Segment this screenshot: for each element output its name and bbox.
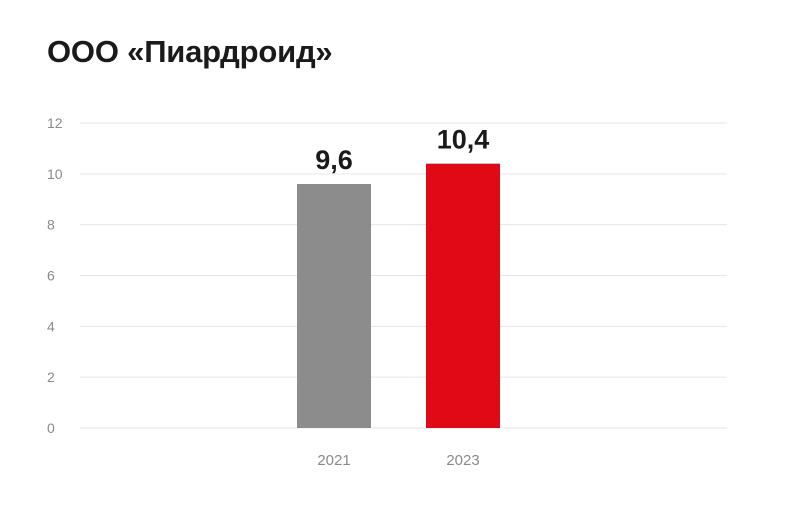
y-axis-ticks: 0 2 4 6 8 10 12 [47,115,63,436]
data-label-2023: 10,4 [437,125,490,155]
y-tick-label-10: 10 [47,166,63,182]
y-tick-label-0: 0 [47,420,55,436]
x-tick-label-2023: 2023 [446,452,479,469]
grid-layer [80,122,727,429]
bar-2023 [426,163,500,428]
y-tick-label-4: 4 [47,318,55,334]
y-tick-label-8: 8 [47,217,55,233]
bar-2021 [297,184,371,428]
data-label-2021: 9,6 [315,145,353,175]
data-labels: 9,6 10,4 [315,125,489,175]
x-axis-categories: 2021 2023 [317,452,479,469]
y-tick-label-6: 6 [47,268,55,284]
bars [297,163,500,428]
y-tick-label-2: 2 [47,369,55,385]
x-tick-label-2021: 2021 [317,452,350,469]
chart-title: ООО «Пиардроид» [47,34,333,69]
y-tick-label-12: 12 [47,115,63,131]
